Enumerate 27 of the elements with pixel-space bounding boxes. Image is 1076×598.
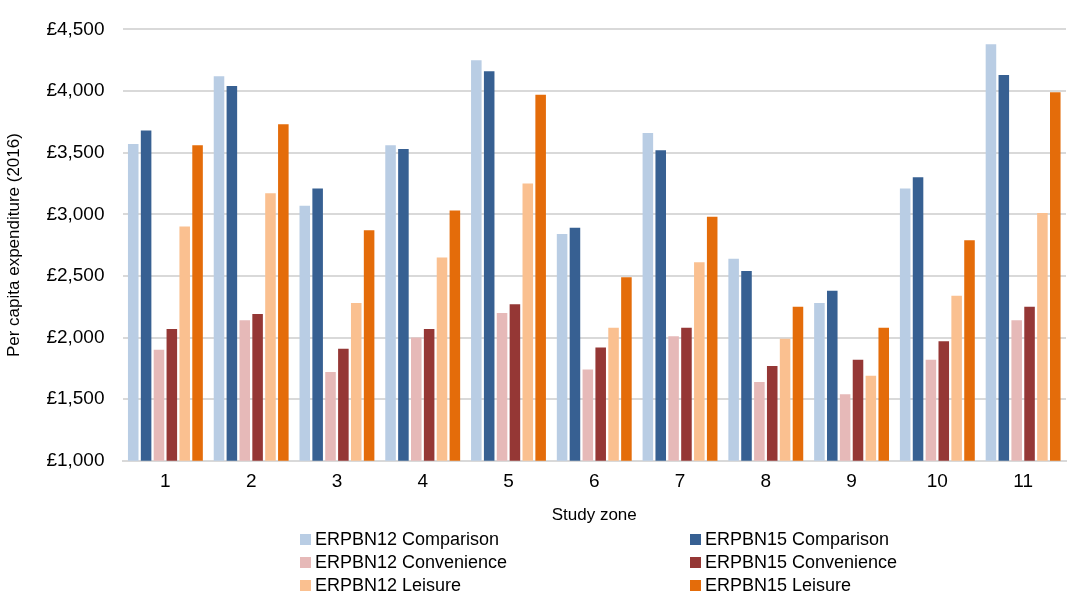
x-tick-label: 1 [160, 470, 171, 492]
x-tick-label: 4 [417, 470, 429, 492]
y-tick-label: £1,500 [46, 387, 105, 409]
x-tick-label: 10 [926, 470, 948, 492]
y-tick-label: £4,000 [46, 79, 105, 101]
x-tick-label: 6 [588, 470, 600, 492]
x-tick-label: 8 [760, 470, 772, 492]
y-tick-label: £2,500 [46, 264, 105, 286]
y-tick-label: £1,000 [46, 449, 105, 471]
legend-label: ERPBN12 Convenience [315, 551, 508, 574]
x-tick-label: 3 [331, 470, 343, 492]
legend-label: ERPBN15 Convenience [705, 551, 898, 574]
legend-label: ERPBN12 Comparison [315, 528, 500, 551]
x-axis-title: Study zone [551, 505, 637, 525]
legend-label: ERPBN12 Leisure [315, 574, 462, 597]
x-tick-label: 2 [245, 470, 257, 492]
x-tick-label: 11 [1013, 470, 1033, 492]
legend-label: ERPBN15 Comparison [705, 528, 890, 551]
x-tick-label: 7 [674, 470, 686, 492]
x-tick-label: 9 [846, 470, 857, 492]
legend-label: ERPBN15 Leisure [705, 574, 852, 597]
y-axis-title: Per capita expenditure (2016) [3, 133, 23, 358]
x-tick-label: 5 [503, 470, 514, 492]
y-tick-label: £4,500 [46, 17, 105, 39]
y-tick-label: £3,000 [46, 202, 105, 224]
y-tick-label: £2,000 [46, 325, 105, 347]
y-tick-label: £3,500 [46, 140, 105, 162]
